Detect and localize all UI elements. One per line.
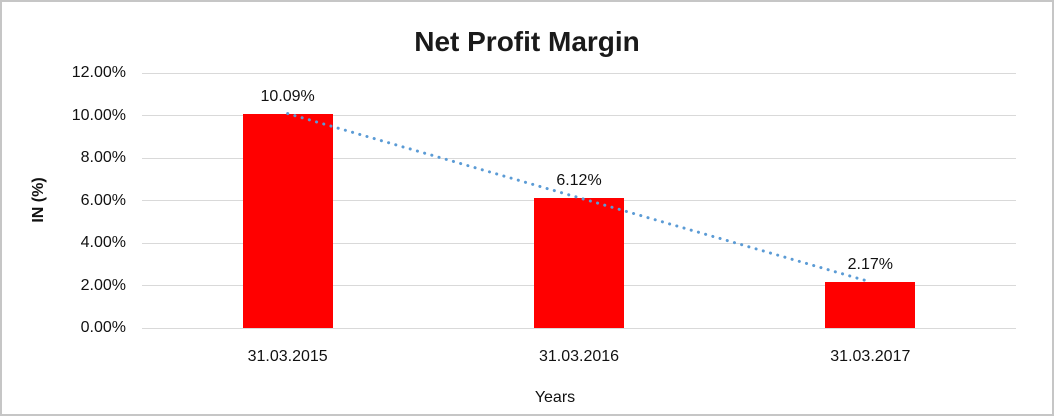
y-tick-label: 2.00% xyxy=(80,276,126,294)
y-tick-label: 4.00% xyxy=(80,234,126,251)
x-tick-label: 31.03.2017 xyxy=(830,348,911,365)
y-tick-label: 8.00% xyxy=(80,149,126,166)
bar-value-label: 6.12% xyxy=(556,171,602,189)
bar xyxy=(534,197,624,328)
x-tick-label: 31.03.2015 xyxy=(247,348,328,365)
bar xyxy=(242,113,333,328)
bar xyxy=(825,281,916,328)
bar-value-label: 10.09% xyxy=(260,87,315,105)
gridline xyxy=(142,72,1016,74)
y-tick-label: 0.00% xyxy=(80,319,126,336)
x-axis-title: Years xyxy=(534,389,576,406)
bar-value-label: 2.17% xyxy=(847,255,894,273)
chart-title: Net Profit Margin xyxy=(414,26,640,57)
y-tick-label: 12.00% xyxy=(71,64,126,81)
gridline xyxy=(142,327,1016,329)
y-tick-label: 6.00% xyxy=(80,191,126,209)
x-tick-label: 31.03.2016 xyxy=(538,348,620,365)
y-tick-label: 10.00% xyxy=(71,106,126,124)
